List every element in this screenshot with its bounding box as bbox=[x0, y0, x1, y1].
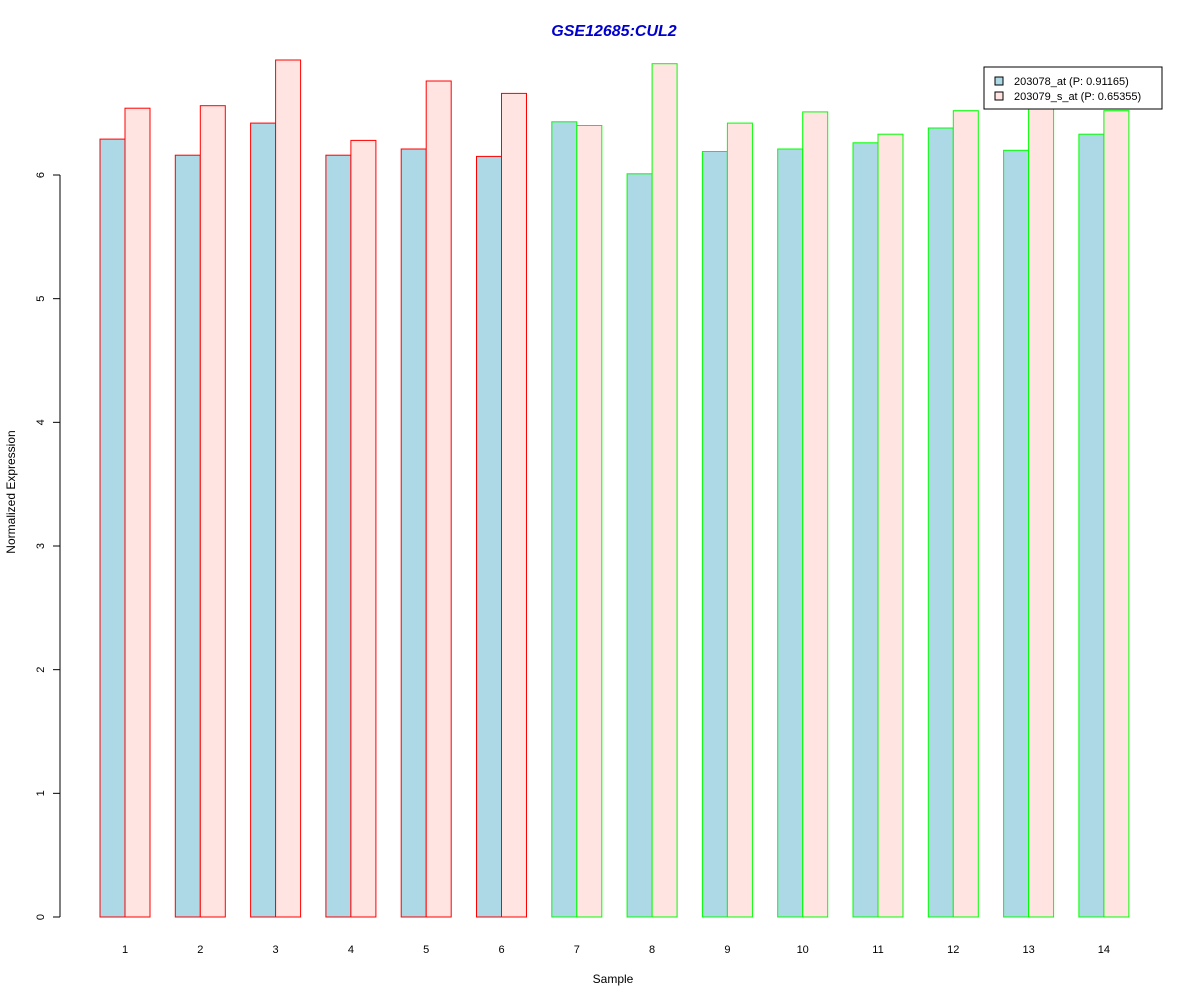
bar-sample-13-series-1 bbox=[1003, 149, 1030, 918]
y-tick-label-0: 0 bbox=[35, 914, 47, 920]
legend-box bbox=[983, 66, 1163, 110]
bar-sample-13-series-2 bbox=[1028, 100, 1055, 918]
bar-sample-8-series-1 bbox=[626, 173, 653, 918]
x-tick-label-8: 8 bbox=[649, 944, 655, 956]
bars-group bbox=[99, 59, 1130, 918]
x-tick-label-13: 13 bbox=[1022, 944, 1034, 956]
legend-label-203078-at: 203078_at (P: 0.91165) bbox=[1014, 76, 1129, 88]
bar-sample-4-series-1 bbox=[325, 154, 352, 918]
legend: 203078_at (P: 0.91165) 203079_s_at (P: 0… bbox=[983, 66, 1163, 110]
x-tick-label-14: 14 bbox=[1098, 944, 1110, 956]
bar-sample-12-series-2 bbox=[952, 110, 979, 918]
y-tick-label-3: 3 bbox=[35, 543, 47, 549]
x-tick-label-9: 9 bbox=[724, 944, 730, 956]
x-tick-label-12: 12 bbox=[947, 944, 959, 956]
bar-sample-1-series-1 bbox=[99, 138, 126, 918]
bar-sample-2-series-1 bbox=[174, 154, 201, 918]
x-tick-label-11: 11 bbox=[872, 944, 883, 956]
legend-swatch-203079-s-at bbox=[994, 91, 1004, 101]
legend-label-203079-s-at: 203079_s_at (P: 0.65355) bbox=[1014, 91, 1141, 103]
bar-sample-11-series-1 bbox=[852, 142, 879, 918]
x-tick-label-7: 7 bbox=[574, 944, 580, 956]
bar-sample-10-series-2 bbox=[802, 111, 829, 918]
bar-sample-12-series-1 bbox=[927, 127, 954, 918]
y-tick-label-6: 6 bbox=[35, 172, 47, 178]
bar-sample-9-series-2 bbox=[726, 122, 753, 918]
bar-sample-6-series-2 bbox=[501, 92, 527, 918]
x-axis-label: Sample bbox=[593, 972, 634, 986]
bar-sample-3-series-1 bbox=[250, 122, 277, 918]
bar-sample-10-series-1 bbox=[777, 148, 804, 918]
bar-sample-14-series-1 bbox=[1078, 133, 1105, 918]
x-tick-label-2: 2 bbox=[197, 944, 203, 956]
bar-sample-7-series-2 bbox=[576, 125, 603, 918]
bar-sample-7-series-1 bbox=[551, 121, 578, 918]
bar-sample-2-series-2 bbox=[199, 105, 226, 918]
x-tick-label-6: 6 bbox=[498, 944, 504, 956]
y-axis-label: Normalized Expression bbox=[4, 430, 18, 553]
x-tick-label-4: 4 bbox=[348, 944, 354, 956]
legend-swatch-203078-at bbox=[994, 76, 1004, 86]
bar-sample-5-series-1 bbox=[400, 148, 427, 918]
x-tick-label-5: 5 bbox=[423, 944, 429, 956]
x-tick-label-10: 10 bbox=[797, 944, 809, 956]
chart-title: GSE12685:CUL2 bbox=[551, 23, 676, 40]
bar-sample-3-series-2 bbox=[275, 59, 302, 918]
y-tick-label-4: 4 bbox=[35, 419, 47, 425]
bar-sample-8-series-2 bbox=[651, 63, 678, 918]
bar-sample-9-series-1 bbox=[701, 151, 728, 918]
bar-sample-6-series-1 bbox=[476, 155, 502, 918]
x-tick-label-1: 1 bbox=[122, 944, 128, 956]
x-tick-label-3: 3 bbox=[273, 944, 279, 956]
y-axis: 0 1 2 3 4 5 6 bbox=[35, 172, 61, 920]
y-tick-label-2: 2 bbox=[35, 667, 47, 673]
y-tick-label-5: 5 bbox=[35, 296, 47, 302]
bar-sample-1-series-2 bbox=[124, 107, 151, 918]
x-tick-labels: 1 2 3 4 5 6 7 8 9 10 11 12 13 14 bbox=[122, 944, 1110, 956]
y-tick-label-1: 1 bbox=[35, 790, 47, 796]
bar-sample-14-series-2 bbox=[1103, 110, 1130, 918]
bar-sample-11-series-2 bbox=[877, 133, 904, 918]
bar-sample-5-series-2 bbox=[425, 80, 452, 918]
bar-sample-4-series-2 bbox=[350, 139, 377, 918]
